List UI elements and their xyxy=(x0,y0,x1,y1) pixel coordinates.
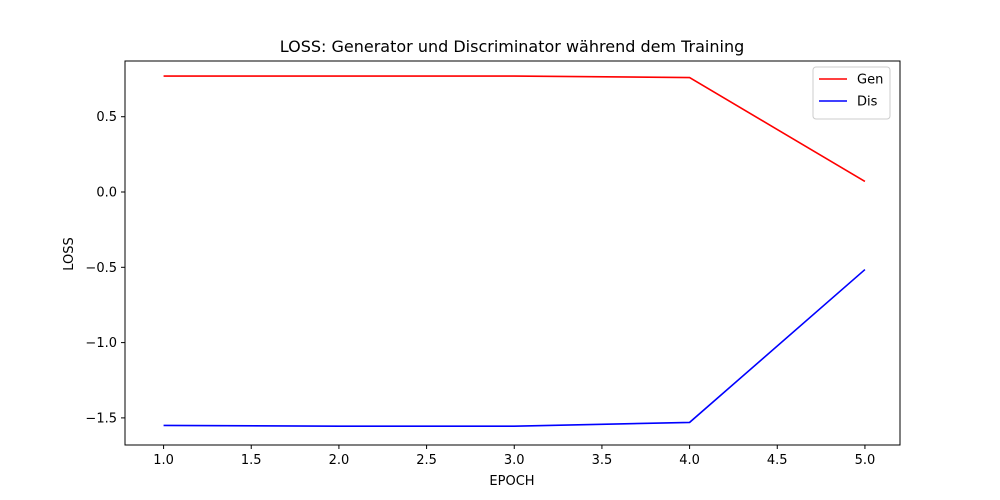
plot-frame xyxy=(124,60,901,446)
y-tick-label: 0.0 xyxy=(96,186,117,201)
y-axis-label: LOSS xyxy=(62,237,77,271)
y-tick-label: −1.0 xyxy=(85,336,117,351)
legend-label-gen: Gen xyxy=(857,73,883,88)
x-tick-label: 1.0 xyxy=(153,453,174,468)
x-tick-label: 1.5 xyxy=(241,453,262,468)
x-tick-label: 4.0 xyxy=(679,453,700,468)
y-tick-label: −1.5 xyxy=(85,411,117,426)
plot-area xyxy=(163,75,866,427)
x-tick-label: 3.5 xyxy=(592,453,613,468)
x-axis-label: EPOCH xyxy=(489,474,534,489)
x-tick-label: 5.0 xyxy=(855,453,876,468)
x-tick-label: 3.0 xyxy=(504,453,525,468)
legend: Gen Dis xyxy=(812,66,891,120)
y-tick-label: −0.5 xyxy=(85,261,117,276)
y-axis: −1.5 −1.0 −0.5 0.0 0.5 xyxy=(85,110,125,426)
x-tick-label: 4.5 xyxy=(767,453,788,468)
series-line-gen xyxy=(163,75,866,183)
x-tick-label: 2.5 xyxy=(416,453,437,468)
series-line-dis xyxy=(163,268,866,427)
legend-label-dis: Dis xyxy=(857,95,878,110)
legend-box xyxy=(812,66,891,120)
chart-title: LOSS: Generator und Discriminator währen… xyxy=(280,37,745,56)
x-axis: 1.0 1.5 2.0 2.5 3.0 3.5 4.0 4.5 5.0 xyxy=(153,445,875,468)
y-tick-label: 0.5 xyxy=(96,110,117,125)
x-tick-label: 2.0 xyxy=(329,453,350,468)
